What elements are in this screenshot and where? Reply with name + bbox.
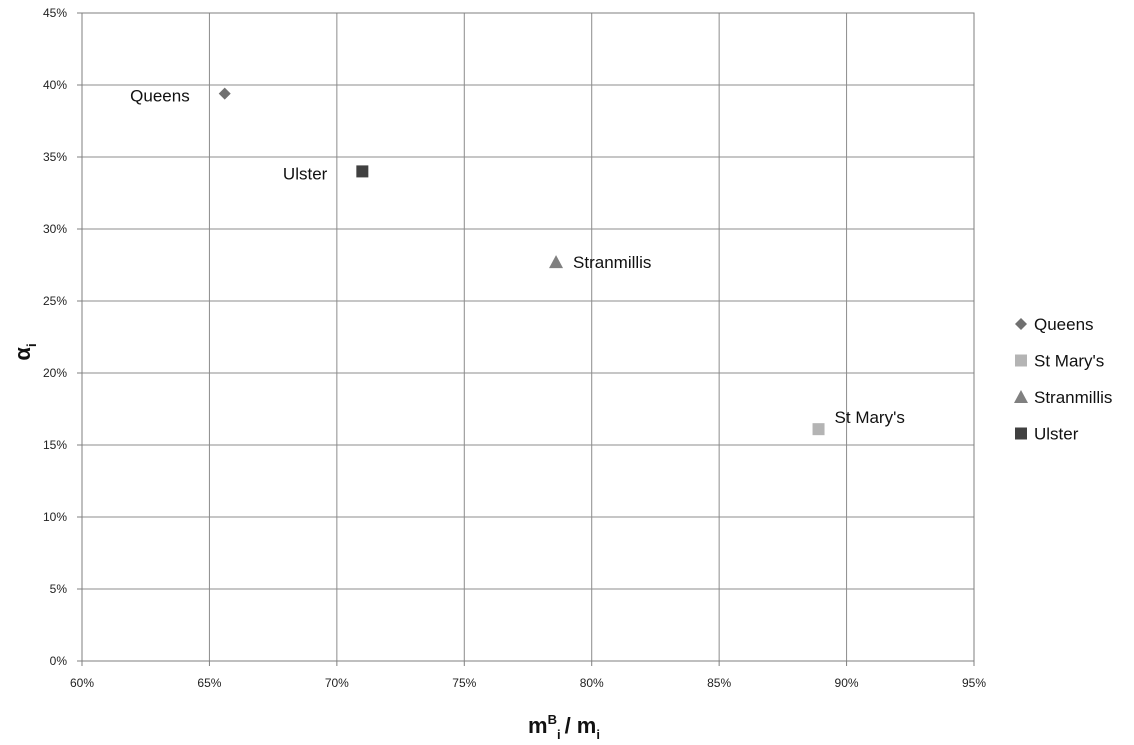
data-points — [218, 87, 825, 436]
y-tick-label: 25% — [43, 294, 67, 308]
y-axis-title-sub: i — [24, 343, 39, 347]
data-point-st-mary-s — [812, 423, 825, 436]
x-axis-title-sup: B — [548, 712, 557, 727]
x-axis-title-main: m — [528, 713, 548, 738]
y-axis-ticks: 0% 5% 10% 15% 20% 25% 30% 35% 40% 45% — [43, 6, 82, 668]
x-axis-title-rest-sub: i — [596, 727, 600, 742]
legend-marker-st-mary-s — [1015, 354, 1027, 367]
x-axis-title-rest: / m — [565, 713, 597, 738]
y-tick-label: 30% — [43, 222, 67, 236]
data-point-stranmillis — [549, 255, 564, 269]
y-tick-label: 5% — [50, 582, 68, 596]
x-axis-title-sub: i — [557, 727, 561, 742]
legend-label-st-mary-s: St Mary's — [1034, 352, 1104, 371]
data-point-queens — [218, 87, 231, 100]
y-tick-label: 20% — [43, 366, 67, 380]
data-labels: Queens St Mary's Stranmillis Ulster — [130, 87, 905, 428]
legend: Queens St Mary's Stranmillis Ulster — [1014, 315, 1112, 444]
data-label-ulster: Ulster — [283, 164, 328, 183]
y-tick-label: 40% — [43, 78, 67, 92]
y-tick-label: 10% — [43, 510, 67, 524]
x-tick-label: 60% — [70, 676, 94, 690]
grid-lines — [82, 13, 974, 661]
legend-label-queens: Queens — [1034, 315, 1094, 334]
data-point-ulster — [356, 165, 369, 178]
y-tick-label: 35% — [43, 150, 67, 164]
legend-label-stranmillis: Stranmillis — [1034, 388, 1112, 407]
legend-marker-queens — [1015, 318, 1027, 330]
x-axis-title: mBi / mi — [528, 712, 600, 742]
y-tick-label: 0% — [50, 654, 68, 668]
x-tick-label: 90% — [835, 676, 859, 690]
y-tick-label: 15% — [43, 438, 67, 452]
x-tick-label: 85% — [707, 676, 731, 690]
x-tick-label: 95% — [962, 676, 986, 690]
x-tick-label: 65% — [197, 676, 221, 690]
x-axis-ticks: 60% 65% 70% 75% 80% 85% 90% 95% — [70, 661, 986, 690]
legend-marker-ulster — [1015, 427, 1027, 440]
y-axis-title-main: α — [10, 347, 35, 361]
x-tick-label: 80% — [580, 676, 604, 690]
x-tick-label: 70% — [325, 676, 349, 690]
y-axis-title: αi — [10, 343, 39, 360]
legend-marker-stranmillis — [1014, 390, 1028, 403]
plot-area-border — [81, 12, 975, 662]
data-label-stranmillis: Stranmillis — [573, 253, 651, 272]
x-tick-label: 75% — [452, 676, 476, 690]
data-label-queens: Queens — [130, 87, 190, 106]
legend-label-ulster: Ulster — [1034, 425, 1079, 444]
data-label-st-mary-s: St Mary's — [835, 408, 905, 427]
y-tick-label: 45% — [43, 6, 67, 20]
